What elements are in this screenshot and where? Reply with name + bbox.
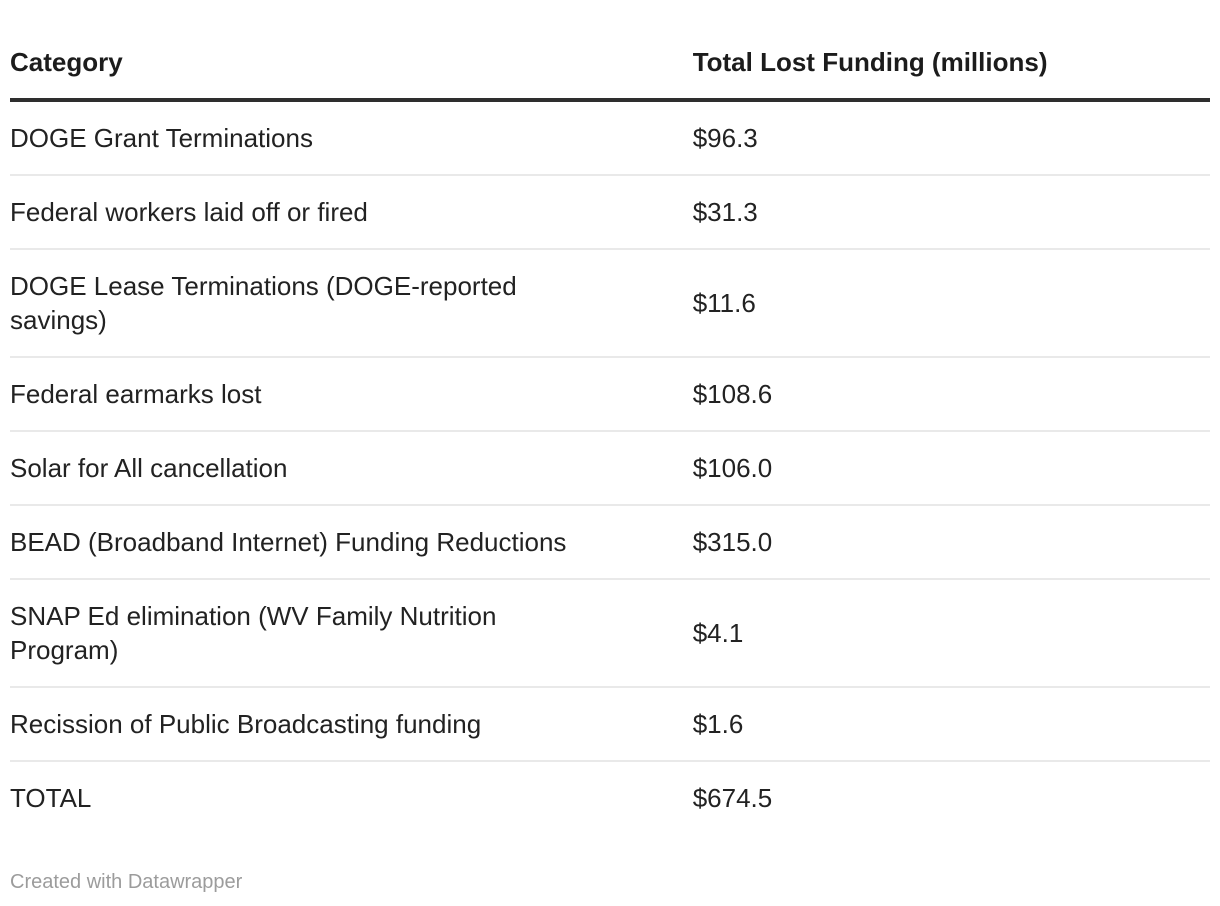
value-cell: $1.6: [692, 687, 1210, 762]
value-cell: $96.3: [692, 100, 1210, 176]
funding-table: Category Total Lost Funding (millions) D…: [10, 44, 1210, 834]
category-cell: BEAD (Broadband Internet) Funding Reduct…: [10, 505, 693, 580]
table-row: DOGE Lease Terminations (DOGE-reported s…: [10, 249, 1210, 358]
category-cell: DOGE Lease Terminations (DOGE-reported s…: [10, 249, 693, 358]
column-header-total-lost-funding: Total Lost Funding (millions): [692, 44, 1210, 102]
value-cell: $315.0: [692, 505, 1210, 580]
value-cell: $31.3: [692, 175, 1210, 250]
value-cell: $108.6: [692, 357, 1210, 432]
table-row: Federal earmarks lost $108.6: [10, 357, 1210, 432]
category-cell: Solar for All cancellation: [10, 431, 693, 506]
value-cell-total: $674.5: [692, 783, 773, 813]
category-cell: DOGE Grant Terminations: [10, 100, 693, 176]
table-row: SNAP Ed elimination (WV Family Nutrition…: [10, 579, 1210, 688]
category-cell: Recission of Public Broadcasting funding: [10, 687, 693, 762]
table-row: BEAD (Broadband Internet) Funding Reduct…: [10, 505, 1210, 580]
category-cell: Federal earmarks lost: [10, 357, 693, 432]
table-row: Federal workers laid off or fired $31.3: [10, 175, 1210, 250]
value-cell: $11.6: [692, 249, 1210, 358]
category-cell-total: TOTAL: [10, 783, 92, 813]
table-row: Solar for All cancellation $106.0: [10, 431, 1210, 506]
datawrapper-attribution-link[interactable]: Created with Datawrapper: [10, 871, 243, 893]
table-row: DOGE Grant Terminations $96.3: [10, 100, 1210, 176]
value-cell: $4.1: [692, 579, 1210, 688]
value-cell: $106.0: [692, 431, 1210, 506]
category-cell: SNAP Ed elimination (WV Family Nutrition…: [10, 579, 693, 688]
column-header-category: Category: [10, 44, 693, 102]
table-row: Recission of Public Broadcasting funding…: [10, 687, 1210, 762]
table-header-row: Category Total Lost Funding (millions): [10, 44, 1210, 102]
table-row-total: TOTAL $674.5: [10, 761, 1210, 834]
category-cell: Federal workers laid off or fired: [10, 175, 693, 250]
